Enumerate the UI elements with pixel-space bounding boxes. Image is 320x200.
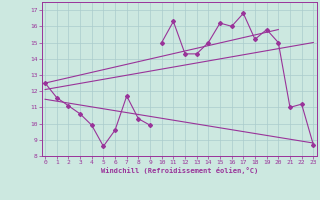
- X-axis label: Windchill (Refroidissement éolien,°C): Windchill (Refroidissement éolien,°C): [100, 167, 258, 174]
